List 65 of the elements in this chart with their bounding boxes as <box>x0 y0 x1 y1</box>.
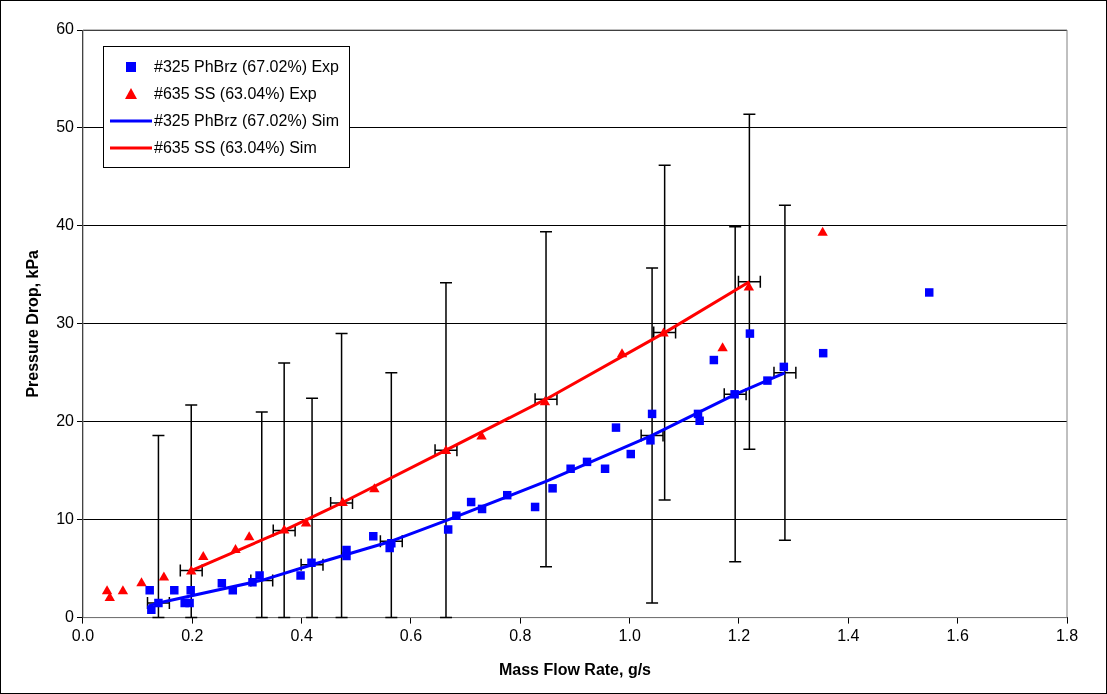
point <box>145 585 154 595</box>
point <box>186 585 195 595</box>
x-tick-label: 1.8 <box>1055 626 1079 644</box>
x-axis-title: Mass Flow Rate, g/s <box>498 660 652 678</box>
y-tick-label: 30 <box>56 314 75 332</box>
legend-label: #635 SS (63.04%) Sim <box>153 138 317 157</box>
point <box>158 571 170 581</box>
x-tick-label: 0.4 <box>290 626 313 644</box>
point <box>154 598 163 608</box>
legend-label: #635 SS (63.04%) Exp <box>153 84 317 103</box>
x-tick-label: 0.0 <box>71 626 95 644</box>
point <box>307 558 316 567</box>
point <box>616 348 628 358</box>
point <box>255 571 264 580</box>
point <box>337 497 348 507</box>
y-axis-title: Pressure Drop, kPa <box>24 249 42 398</box>
point <box>185 598 194 608</box>
point <box>611 423 621 432</box>
point <box>186 565 197 575</box>
point <box>369 483 380 493</box>
point <box>717 342 728 352</box>
point <box>243 531 255 541</box>
point <box>646 436 655 445</box>
point <box>743 281 755 291</box>
point <box>136 577 147 587</box>
x-tick-label: 1.2 <box>727 626 751 644</box>
legend-label: #325 PhBrz (67.02%) Sim <box>153 111 339 130</box>
legend-label: #325 PhBrz (67.02%) Exp <box>153 57 339 76</box>
point <box>342 551 351 561</box>
point <box>369 532 378 541</box>
point <box>387 538 396 548</box>
point <box>117 585 129 595</box>
point <box>817 226 828 236</box>
point <box>566 464 575 473</box>
point <box>217 579 227 588</box>
y-tick-label: 10 <box>56 510 75 528</box>
y-tick-label: 20 <box>56 412 75 430</box>
y-tick-label: 50 <box>56 118 75 136</box>
point <box>300 517 312 527</box>
y-tick-label: 40 <box>56 216 75 234</box>
x-tick-label: 0.6 <box>399 626 423 644</box>
point <box>695 416 704 425</box>
x-tick-label: 1.4 <box>837 626 860 644</box>
point <box>147 605 156 615</box>
point <box>230 544 241 554</box>
point <box>925 288 934 297</box>
point <box>248 578 257 587</box>
point <box>745 329 755 338</box>
point <box>443 525 453 534</box>
point <box>600 464 610 473</box>
y-tick-label: 0 <box>65 608 75 626</box>
x-tick-label: 0.2 <box>181 626 204 644</box>
x-tick-label: 1.6 <box>946 626 969 644</box>
point <box>476 430 487 440</box>
point <box>296 571 305 580</box>
point <box>730 390 739 399</box>
x-tick-label: 1.0 <box>618 626 641 644</box>
point <box>539 396 551 406</box>
y-tick-label: 60 <box>56 20 75 38</box>
point <box>170 585 179 595</box>
point <box>548 484 557 493</box>
x-tick-label: 0.8 <box>509 626 532 644</box>
point <box>763 376 772 385</box>
point <box>452 511 461 520</box>
point <box>198 550 209 560</box>
